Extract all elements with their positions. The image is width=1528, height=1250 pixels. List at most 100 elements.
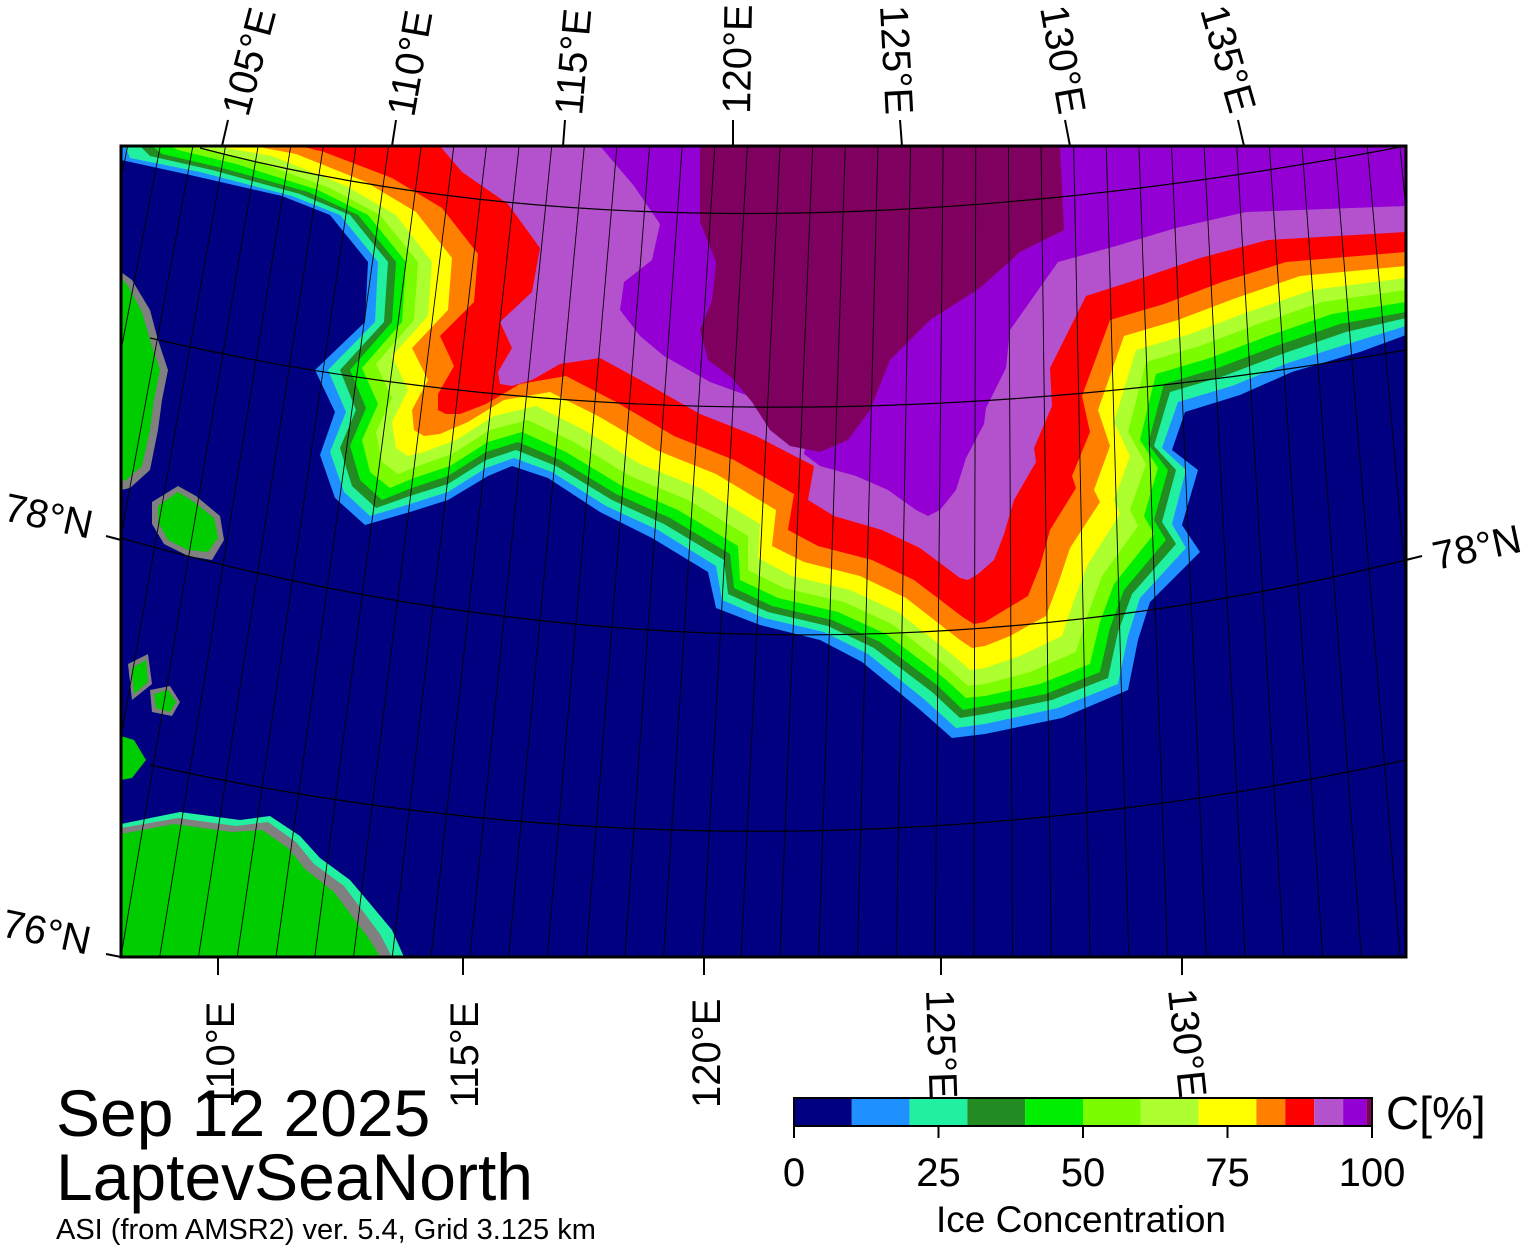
meridian-line <box>624 146 683 957</box>
bottom-lon-label: 125°E <box>917 989 965 1100</box>
meridian-lines <box>0 100 1406 1000</box>
ice-band-100 <box>700 146 1064 452</box>
bottom-lon-label: 110°E <box>199 1002 243 1108</box>
region-name: LaptevSeaNorth <box>56 1140 533 1214</box>
colorbar-bin <box>1025 1098 1083 1126</box>
map-area <box>0 100 1406 1000</box>
bottom-lon-label: 120°E <box>685 999 729 1108</box>
colorbar-bin <box>851 1098 910 1126</box>
parallel-line <box>149 337 1406 408</box>
colorbar-bin <box>1140 1098 1199 1126</box>
meridian-line <box>1203 146 1246 957</box>
parallel-line <box>149 759 1406 832</box>
colorbar-tick-label: 0 <box>782 1151 806 1195</box>
lat-label-right-78: 78°N <box>1429 517 1526 579</box>
meridian-line <box>895 146 912 957</box>
colorbar-bin <box>909 1098 968 1126</box>
colorbar-title: Ice Concentration <box>936 1199 1227 1240</box>
meridian-line <box>0 100 40 1000</box>
meridian-line <box>1236 146 1285 957</box>
colorbar-bin <box>794 1098 852 1126</box>
top-longitude-labels: 105°E 110°E 115°E 120°E 125°E 130°E 135°… <box>214 0 1264 120</box>
top-tick <box>1064 119 1071 147</box>
colorbar <box>793 1097 1373 1138</box>
meridian-line <box>121 146 226 740</box>
meridian-line <box>856 146 879 957</box>
top-tick <box>391 119 397 147</box>
top-lon-label: 120°E <box>715 4 761 114</box>
colorbar-bin <box>1285 1098 1315 1126</box>
meridian-line <box>353 146 455 957</box>
meridian-line <box>275 146 390 957</box>
small-island-d <box>121 736 146 780</box>
meridian-line <box>121 146 129 182</box>
meridian-line <box>1334 146 1401 957</box>
left-tick <box>105 535 122 541</box>
colorbar-bin <box>1198 1098 1257 1126</box>
top-lon-label: 125°E <box>871 4 921 116</box>
meridian-line <box>934 146 944 957</box>
meridian-line <box>121 146 259 957</box>
meridian-line <box>0 100 105 1000</box>
meridian-line <box>121 146 161 353</box>
meridian-line <box>1301 146 1362 957</box>
colorbar-tick-label: 75 <box>1205 1151 1250 1195</box>
meridian-line <box>1138 146 1169 957</box>
colorbar-bin <box>1083 1098 1141 1126</box>
top-lon-label: 105°E <box>214 3 285 120</box>
lat-label-left-78: 78°N <box>0 486 97 548</box>
top-tick <box>221 119 229 147</box>
colorbar-bins <box>794 1098 1372 1126</box>
meridian-line <box>973 146 977 957</box>
meridian-line <box>197 146 324 957</box>
severnaya-zemlya-west-land <box>121 278 160 482</box>
lat-label-left-76: 76°N <box>0 902 95 964</box>
meridian-line <box>236 146 357 957</box>
top-lon-label: 110°E <box>380 7 442 119</box>
top-tick <box>899 119 903 147</box>
graticule <box>0 100 1406 1000</box>
meridian-line <box>159 146 292 957</box>
meridian-line <box>585 146 651 957</box>
product-info: ASI (from AMSR2) ver. 5.4, Grid 3.125 km <box>56 1214 596 1246</box>
top-lon-label: 135°E <box>1191 0 1263 117</box>
colorbar-tick-label: 50 <box>1060 1151 1106 1195</box>
parallel-line <box>121 537 1406 636</box>
meridian-line <box>818 146 846 957</box>
map-date: Sep 12 2025 <box>56 1076 431 1150</box>
meridian-line <box>1040 146 1052 957</box>
map-frame <box>119 144 1408 959</box>
top-tick <box>562 119 566 147</box>
sea-ice-field <box>121 146 1406 738</box>
meridian-line <box>391 146 487 957</box>
colorbar-bin <box>1366 1098 1372 1126</box>
meridian-line <box>1073 146 1091 957</box>
bottom-lon-label: 115°E <box>443 1002 487 1108</box>
meridian-line <box>663 146 716 957</box>
small-island-a-land <box>158 492 218 552</box>
colorbar-bin <box>967 1098 1026 1126</box>
meridian-line <box>121 146 194 539</box>
meridian-line <box>508 146 585 957</box>
meridian-line <box>1007 146 1013 957</box>
colorbar-tick-label: 25 <box>916 1151 961 1195</box>
meridian-line <box>740 146 781 957</box>
meridian-line <box>1366 146 1406 590</box>
right-tick <box>1405 555 1423 561</box>
colorbar-bin <box>1314 1098 1344 1126</box>
colorbar-bin <box>1256 1098 1286 1126</box>
meridian-line <box>469 146 553 957</box>
top-lon-label: 115°E <box>547 7 600 117</box>
meridian-line <box>779 146 814 957</box>
colorbar-ticks <box>793 1126 1373 1138</box>
small-island-b-land <box>132 660 148 694</box>
bottom-lon-label: 130°E <box>1159 986 1214 1099</box>
meridian-line <box>0 100 72 1000</box>
colorbar-tick-label: 100 <box>1338 1151 1406 1195</box>
left-tick <box>105 953 122 958</box>
meridian-line <box>1105 146 1130 957</box>
meridian-line <box>1268 146 1324 957</box>
meridian-line <box>546 146 618 957</box>
colorbar-bin <box>1343 1098 1367 1126</box>
